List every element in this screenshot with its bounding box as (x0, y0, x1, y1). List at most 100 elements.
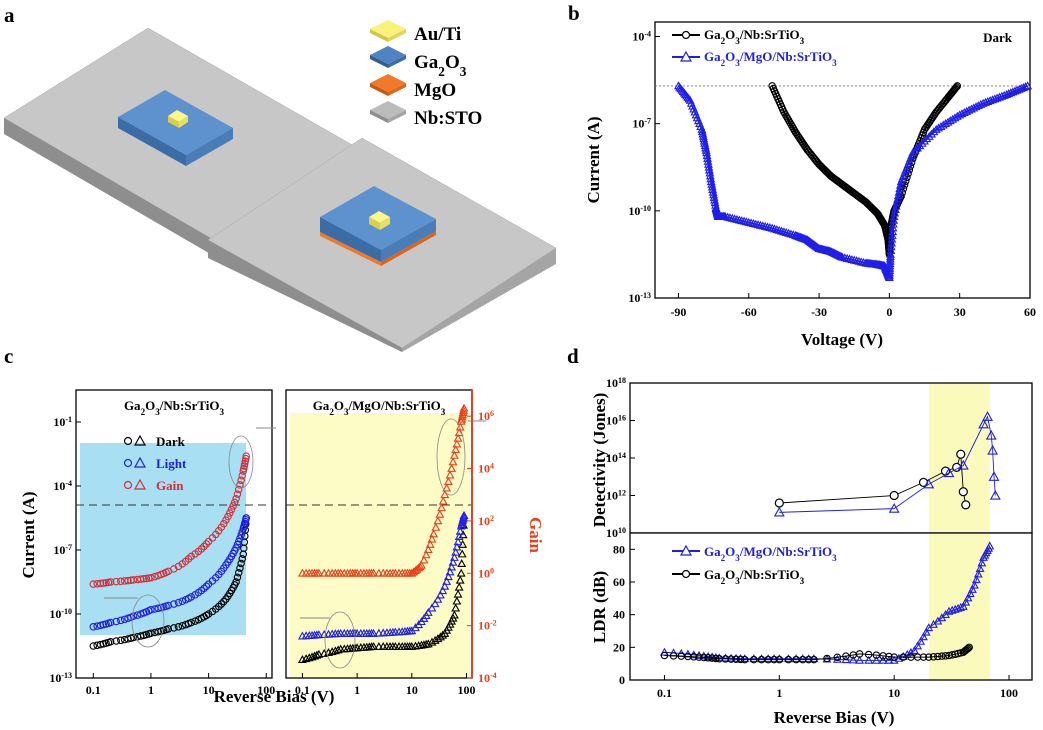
highlight-ellipse (324, 611, 356, 669)
panel-c-legend-gain: Gain (156, 478, 184, 493)
data-point-light (459, 511, 469, 520)
xtick-label: 0.1 (295, 683, 310, 697)
panel-d-bottom-data-point (921, 627, 931, 636)
legend-swatch-ga2o3-front (370, 55, 388, 68)
panel-d-bottom-data-point (919, 632, 928, 641)
panel-d-bottom-ytick-label: 80 (613, 542, 625, 556)
data-point-gain (151, 572, 159, 581)
data-point-light (454, 531, 464, 540)
panel-b-data-point (920, 136, 929, 145)
data-point-gain (137, 575, 145, 583)
data-point-gain (117, 577, 125, 586)
data-point-gain (99, 579, 108, 587)
panel-d-bottom-data-point (714, 653, 724, 662)
ga2o3-layer-1-side (186, 128, 233, 166)
data-point-dark (112, 637, 120, 645)
panel-b-data-point (705, 171, 715, 180)
data-point-light (430, 599, 440, 608)
data-point-gain (445, 470, 455, 479)
panel-c-ylabel-right: Gain (526, 517, 545, 553)
panel-b-data-point (842, 253, 852, 262)
panel-d-top-ytick-label: 1016 (606, 413, 626, 428)
data-point-light (448, 557, 458, 566)
panel-d-top-ytick-label: 1018 (606, 376, 626, 391)
data-point-dark (423, 639, 433, 648)
data-point-light (242, 514, 250, 522)
panel-b-data-point (770, 224, 779, 233)
panel-b-data-point (856, 257, 866, 266)
data-point-light (170, 600, 178, 608)
data-point-light (89, 623, 98, 631)
data-point-gain (458, 410, 468, 419)
panel-c-right-ytick-label: 10-2 (478, 618, 497, 633)
data-point-dark (164, 625, 173, 633)
panel-d-bottom-data-point (973, 569, 983, 578)
data-point-dark (456, 568, 466, 577)
panel-b-data-point (885, 263, 895, 272)
panel-d-bottom-data-point (871, 655, 881, 664)
panel-b-ytick-label: 10-7 (632, 116, 651, 130)
data-point-dark (438, 630, 448, 639)
panel-b-data-point (703, 156, 713, 165)
panel-d-bottom-data-point (944, 606, 954, 615)
panel-d-bottom-data-point (965, 643, 973, 652)
panel-d-bottom-data-point (842, 652, 850, 660)
panel-c-ylabel-left: Current (A) (19, 491, 38, 578)
panel-d-bottom-data-point (919, 653, 928, 661)
panel-b-legend-marker-2 (679, 50, 693, 62)
panel-d-xtick-label: 1 (776, 686, 782, 700)
data-point-gain (96, 579, 105, 588)
panel-d-bottom-ytick-label: 40 (613, 608, 625, 622)
panel-b-legend-marker-1 (681, 30, 691, 40)
legend-swatch-ga2o3 (370, 46, 406, 68)
legend-swatch-auti-side (388, 29, 406, 42)
ga2o3-layer-2-front (320, 217, 381, 262)
data-point-dark (453, 589, 463, 598)
panel-d-xtick-label: 100 (1000, 686, 1018, 700)
data-point-dark (117, 636, 125, 645)
data-point-light (112, 617, 120, 626)
data-point-gain (174, 562, 183, 571)
panel-d-bottom-data-point (804, 655, 813, 664)
legend-swatch-mgo (370, 74, 406, 96)
panel-b-legend-label-2: Ga2O3/MgO/Nb:SrTiO3 (704, 49, 837, 68)
panel-b-data-point (845, 254, 854, 263)
panel-b-ytick-label: 10-10 (628, 203, 651, 218)
panel-c-xlabel: Reverse Bias (V) (214, 687, 335, 706)
data-point-dark (236, 564, 244, 572)
panel-b-data-point (704, 162, 714, 171)
panel-c-left-ytick-label: 10-7 (53, 543, 72, 558)
panel-b-xtick-label: 0 (886, 305, 892, 319)
data-point-gain (187, 552, 195, 561)
data-point-light (427, 603, 437, 612)
panel-d-bottom-data-point (712, 654, 720, 663)
data-point-gain (435, 509, 445, 518)
panel-b-chart: Dark Voltage (V) Current (A) -90 -60 -30 0 3… (584, 21, 1036, 349)
panel-c-legend-light: Light (156, 456, 187, 471)
panel-d-bottom-ytick-label: 0 (619, 673, 625, 687)
panel-b-data-point (884, 273, 894, 282)
panel-d-bottom-data-point (956, 602, 966, 611)
data-point-dark (374, 641, 384, 650)
data-point-gain (457, 412, 467, 421)
panel-d-bottom-data-point (732, 655, 740, 664)
panel-d-legend: Ga2O3/MgO/Nb:SrTiO3 Ga2O3/Nb:SrTiO3 (672, 544, 837, 586)
data-point-gain (452, 439, 462, 448)
legend-swatch-auti (370, 20, 406, 42)
panel-b-data-point (885, 256, 895, 265)
panel-b-ylabel: Current (A) (584, 116, 603, 203)
panel-b-data-point (951, 84, 960, 92)
panel-d-top-data-point (889, 490, 899, 501)
panel-b-xtick-label: 30 (954, 305, 966, 319)
panel-d-bottom-data-point (757, 654, 766, 663)
data-point-gain (448, 457, 458, 466)
panel-b-data-point (725, 213, 735, 222)
panel-d-top-data-point (982, 411, 993, 421)
panel-d-bottom-data-point (749, 654, 759, 663)
panel-label-c: c (4, 344, 13, 368)
panel-b-plot-area: -90 -60 -30 0 30 60 10-13 10-10 10-7 10-4 (628, 29, 1036, 319)
legend-swatch-nbsto-front (370, 110, 388, 123)
data-point-light (319, 629, 329, 638)
data-point-gain (454, 428, 464, 437)
